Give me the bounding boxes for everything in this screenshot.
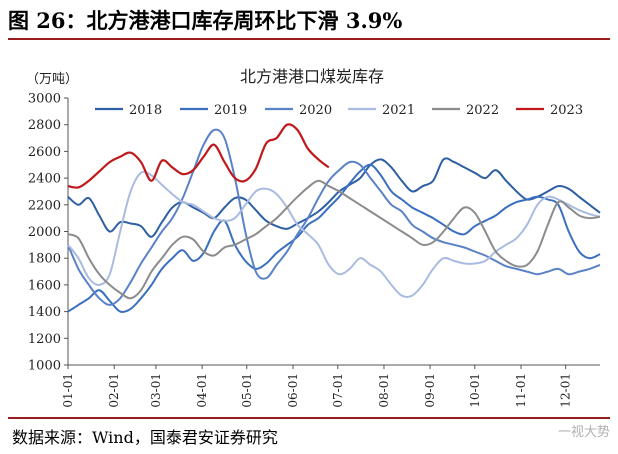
x-tick-label: 07-01 (331, 373, 345, 408)
series-line-2023 (67, 123, 330, 189)
plot-area (67, 123, 601, 314)
y-tick-label: 1000 (28, 359, 61, 374)
figure-title: 图 26：北方港港口库存周环比下滑 3.9% (8, 8, 403, 33)
x-tick-label: 06-01 (286, 373, 300, 408)
x-tick-label: 10-01 (468, 373, 482, 408)
y-tick-label: 2600 (28, 145, 61, 160)
source-rule (8, 417, 610, 419)
series-line-2020 (67, 128, 601, 306)
x-tick-label: 12-01 (559, 373, 573, 408)
legend-label-2021: 2021 (382, 103, 415, 118)
x-axis: 01-01 02-01 03-01 04-01 05-01 06-01 07-01 08-01… (61, 364, 600, 408)
watermark: 一视大势 (557, 425, 610, 440)
chart-title: 北方港港口煤炭库存 (240, 67, 384, 86)
y-tick-label: 1800 (28, 252, 61, 267)
y-tick-label: 2400 (28, 172, 61, 187)
y-tick-label: 1600 (28, 278, 61, 293)
title-rule (8, 38, 610, 40)
series-line-2021 (67, 170, 601, 298)
series-line-2022 (67, 179, 601, 300)
x-tick-label: 05-01 (240, 373, 254, 408)
y-axis-unit-label: （万吨） (26, 72, 78, 87)
x-tick-label: 08-01 (377, 373, 391, 408)
y-tick-label: 1400 (28, 305, 61, 320)
y-axis: 1000 1200 1400 1600 1800 2000 2200 2400 2600 2800… (28, 92, 69, 374)
legend-label-2023: 2023 (550, 103, 583, 118)
x-tick-label: 11-01 (514, 373, 528, 408)
y-tick-label: 3000 (28, 92, 61, 107)
legend-label-2020: 2020 (299, 103, 332, 118)
y-tick-label: 2200 (28, 198, 61, 213)
legend-label-2018: 2018 (129, 103, 162, 118)
series-line-2018 (67, 157, 601, 238)
line-chart: 北方港港口煤炭库存 （万吨） 2018 2019 2020 2021 2022 2023 … (26, 67, 601, 408)
y-tick-label: 2000 (28, 225, 61, 240)
legend-label-2019: 2019 (214, 103, 247, 118)
y-tick-label: 1200 (28, 332, 61, 347)
x-tick-label: 01-01 (61, 373, 75, 408)
x-tick-label: 03-01 (149, 373, 163, 408)
legend-label-2022: 2022 (466, 103, 499, 118)
x-tick-label: 02-01 (107, 373, 121, 408)
source-note: 数据来源：Wind，国泰君安证券研究 (12, 428, 278, 447)
series-line-2019 (67, 163, 601, 314)
x-tick-label: 09-01 (423, 373, 437, 408)
legend: 2018 2019 2020 2021 2022 2023 (95, 103, 583, 118)
y-tick-label: 2800 (28, 118, 61, 133)
x-tick-label: 04-01 (195, 373, 209, 408)
